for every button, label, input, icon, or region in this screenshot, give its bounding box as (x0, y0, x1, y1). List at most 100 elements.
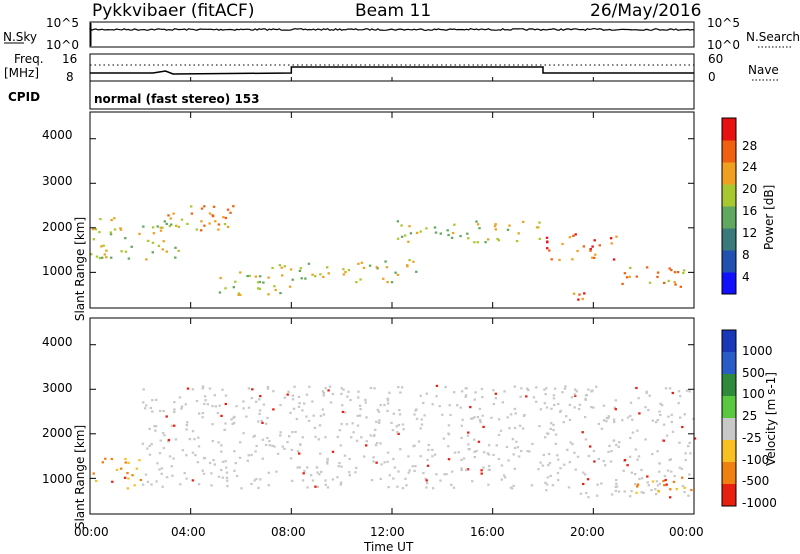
echo-cell (420, 418, 423, 421)
echo-cell (574, 388, 577, 391)
echo-cell (208, 387, 212, 390)
echo-cell (200, 229, 203, 232)
echo-cell (246, 275, 249, 278)
echo-cell (587, 454, 591, 458)
echo-cell (494, 228, 497, 231)
echo-cell (405, 484, 408, 487)
echo-cell (328, 385, 332, 388)
echo-cell (220, 444, 223, 447)
echo-cell (622, 469, 625, 472)
echo-cell (319, 452, 322, 455)
echo-cell (339, 483, 342, 486)
echo-cell (154, 425, 158, 428)
echo-cell (457, 451, 460, 454)
echo-cell (145, 258, 148, 261)
echo-cell (212, 459, 215, 462)
echo-cell (431, 455, 434, 458)
echo-cell (321, 408, 324, 411)
echo-cell (651, 453, 654, 456)
echo-cell (319, 414, 323, 417)
echo-cell (258, 280, 262, 284)
echo-cell (383, 461, 386, 464)
echo-cell (224, 460, 227, 463)
echo-cell (304, 277, 307, 280)
echo-cell (154, 429, 157, 432)
echo-cell (235, 405, 238, 408)
echo-cell (497, 239, 500, 242)
echo-cell (314, 275, 317, 278)
echo-cell (109, 233, 113, 236)
echo-cell (91, 228, 95, 231)
echo-cell (571, 443, 574, 446)
echo-cell (124, 461, 127, 464)
echo-cell (312, 414, 315, 417)
echo-cell (688, 441, 691, 444)
echo-cell (550, 422, 553, 425)
echo-cell (267, 471, 270, 474)
echo-cell (146, 480, 150, 483)
echo-cell (406, 265, 409, 268)
echo-cell (177, 249, 180, 252)
echo-cell (672, 480, 676, 483)
velocity-colorbar-swatch (722, 330, 736, 353)
echo-cell (453, 223, 456, 226)
echo-cell (681, 476, 684, 479)
echo-cell (550, 407, 553, 410)
velocity-colorbar-swatch (722, 484, 736, 507)
echo-cell (579, 492, 583, 495)
echo-cell (133, 484, 136, 487)
echo-cell (484, 241, 487, 244)
echo-cell (324, 436, 327, 439)
echo-cell (336, 476, 339, 479)
noise-sky-label: N.Sky (3, 30, 38, 44)
echo-cell (208, 212, 212, 215)
echo-cell (231, 422, 234, 425)
echo-cell (408, 259, 411, 262)
velocity-cb-tick-neg25: -25 (742, 431, 762, 445)
echo-cell (578, 293, 581, 296)
echo-cell (446, 229, 449, 232)
echo-cell (422, 401, 425, 405)
echo-cell (382, 277, 385, 280)
echo-cell (396, 273, 400, 276)
echo-cell (614, 399, 617, 402)
echo-cell (214, 405, 218, 408)
power-y-tick-4000: 4000 (42, 128, 73, 142)
echo-cell (654, 421, 658, 424)
echo-cell (392, 412, 395, 415)
echo-cell (527, 389, 530, 392)
echo-cell (526, 450, 529, 453)
echo-cell (433, 453, 437, 456)
echo-cell (355, 281, 358, 284)
echo-cell (380, 463, 383, 466)
echo-cell (593, 256, 596, 259)
echo-cell (443, 473, 446, 476)
echo-cell (589, 249, 592, 252)
echo-cell (417, 440, 421, 443)
power-colorbar-swatch (722, 206, 736, 229)
echo-cell (101, 461, 104, 464)
echo-cell (596, 483, 599, 486)
echo-cell (111, 480, 114, 483)
echo-cell (155, 398, 158, 401)
echo-cell (300, 277, 303, 280)
echo-cell (668, 387, 672, 390)
echo-cell (473, 241, 476, 244)
echo-cell (232, 422, 236, 425)
echo-cell (396, 220, 400, 223)
echo-cell (326, 462, 329, 465)
echo-cell (660, 404, 664, 407)
echo-cell (693, 437, 697, 440)
echo-cell (233, 415, 236, 418)
echo-cell (609, 237, 613, 240)
date-title: 26/May/2016 (590, 1, 702, 21)
echo-cell (467, 443, 470, 446)
echo-cell (373, 434, 376, 437)
echo-cell (487, 444, 491, 447)
echo-cell (427, 448, 430, 451)
echo-cell (377, 410, 381, 413)
echo-cell (94, 228, 97, 231)
echo-cell (480, 469, 483, 472)
noise-right-tick-bottom: 10^0 (707, 38, 740, 52)
echo-cell (583, 292, 586, 295)
